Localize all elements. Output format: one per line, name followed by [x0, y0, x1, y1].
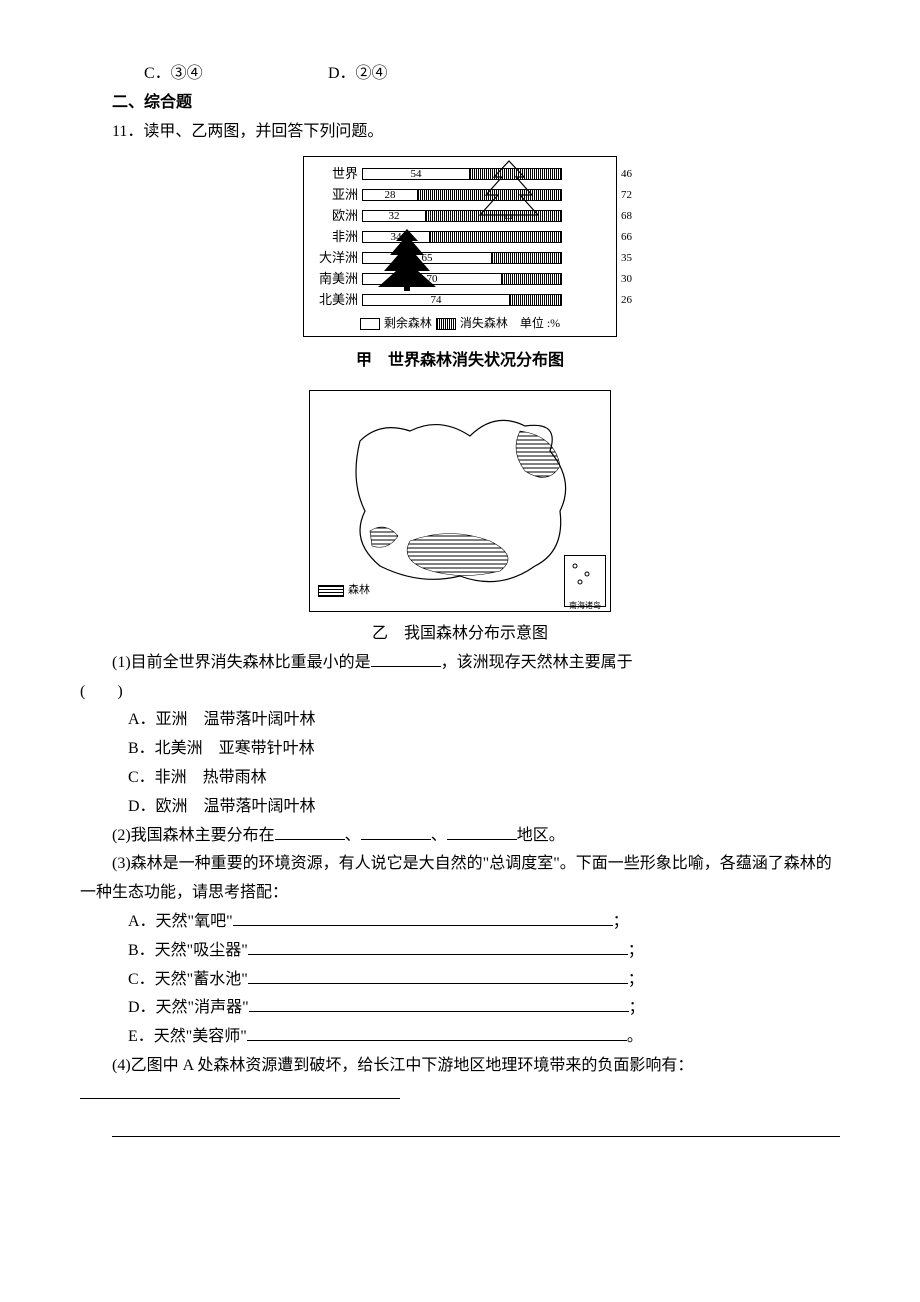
- chart-row: 北美洲7426: [310, 291, 610, 309]
- blank[interactable]: [233, 909, 613, 926]
- bar-lost: [418, 189, 562, 201]
- bar-remaining: 28: [362, 189, 418, 201]
- bar-lost: [502, 273, 562, 285]
- bar-remaining: 54: [362, 168, 470, 180]
- bar-lost: [470, 168, 562, 180]
- q3-item-b: B．天然"吸尘器"；: [80, 937, 840, 966]
- bar-lost-value: 35: [621, 251, 632, 266]
- option-row: C．③④ D．②④: [80, 60, 840, 89]
- q3-item-d: D．天然"消声器"；: [80, 994, 840, 1023]
- chart-row-label: 北美洲: [310, 291, 362, 309]
- blank[interactable]: [361, 823, 431, 840]
- q1-stem-a: (1)目前全世界消失森林比重最小的是: [112, 654, 371, 671]
- q2-tail: 地区。: [517, 827, 565, 844]
- bar-track: 6535: [362, 251, 610, 265]
- china-forest-map: 森林 南海诸岛: [309, 390, 611, 612]
- bar-track: 7426: [362, 293, 610, 307]
- bar-track: 3268: [362, 209, 610, 223]
- chart-row: 大洋洲6535: [310, 249, 610, 267]
- bar-lost: [430, 231, 562, 243]
- q1: (1)目前全世界消失森林比重最小的是 ，该洲现存天然林主要属于: [80, 649, 840, 678]
- q1-paren: ( ): [80, 678, 840, 707]
- map-legend-swatch: [318, 585, 344, 597]
- q4-stem: (4)乙图中 A 处森林资源遭到破坏，给长江中下游地区地理环境带来的负面影响有：: [80, 1052, 840, 1110]
- bar-remaining: 32: [362, 210, 426, 222]
- bar-lost-value: 30: [621, 272, 632, 287]
- bar-track: 7030: [362, 272, 610, 286]
- blank-line[interactable]: [112, 1114, 840, 1137]
- bar-lost: [492, 252, 562, 264]
- option-c: C．③④: [112, 60, 292, 89]
- blank[interactable]: [249, 995, 629, 1012]
- blank[interactable]: [371, 650, 441, 667]
- bar-track: 2872: [362, 188, 610, 202]
- blank[interactable]: [248, 938, 628, 955]
- chart-row-label: 大洋洲: [310, 249, 362, 267]
- bar-track: 5446: [362, 167, 610, 181]
- bar-lost: [510, 294, 562, 306]
- bar-lost-value: 46: [621, 167, 632, 182]
- q11-stem: 11．读甲、乙两图，并回答下列问题。: [80, 118, 840, 147]
- q1-opt-d: D．欧洲 温带落叶阔叶林: [80, 793, 840, 822]
- bar-remaining: 65: [362, 252, 492, 264]
- bar-remaining: 70: [362, 273, 502, 285]
- chart-row: 非洲3466: [310, 228, 610, 246]
- legend-swatch-remain: [360, 318, 380, 330]
- bar-remaining: 74: [362, 294, 510, 306]
- chart-row-label: 亚洲: [310, 186, 362, 204]
- map-caption: 乙 我国森林分布示意图: [80, 620, 840, 649]
- chart-row: 亚洲2872: [310, 186, 610, 204]
- chart-row-label: 南美洲: [310, 270, 362, 288]
- sep: 、: [431, 827, 447, 844]
- q3-item-e: E．天然"美容师"。: [80, 1023, 840, 1052]
- map-inset: 南海诸岛: [564, 555, 606, 607]
- section-heading: 二、综合题: [80, 89, 840, 118]
- chart-legend: 剩余森林 消失森林 单位 :%: [310, 315, 610, 332]
- chart-row-label: 世界: [310, 165, 362, 183]
- map-legend-label: 森林: [348, 581, 370, 601]
- q2-stem: (2)我国森林主要分布在: [112, 827, 275, 844]
- forest-loss-chart: 世界5446亚洲2872欧洲3268非洲3466大洋洲6535南美洲7030北美…: [303, 156, 617, 337]
- chart-row: 南美洲7030: [310, 270, 610, 288]
- q3-stem: (3)森林是一种重要的环境资源，有人说它是大自然的"总调度室"。下面一些形象比喻…: [80, 850, 840, 908]
- chart-row-label: 非洲: [310, 228, 362, 246]
- bar-lost-value: 72: [621, 188, 632, 203]
- q1-stem-b: ，该洲现存天然林主要属于: [441, 654, 633, 671]
- q4-text: (4)乙图中 A 处森林资源遭到破坏，给长江中下游地区地理环境带来的负面影响有：: [112, 1057, 693, 1074]
- blank[interactable]: [247, 1024, 627, 1041]
- bar-remaining: 34: [362, 231, 430, 243]
- chart-row: 欧洲3268: [310, 207, 610, 225]
- blank[interactable]: [275, 823, 345, 840]
- q3-d-label: D．天然"消声器": [128, 999, 249, 1016]
- q3-b-label: B．天然"吸尘器": [128, 942, 248, 959]
- bar-lost-value: 26: [621, 293, 632, 308]
- blank[interactable]: [248, 967, 628, 984]
- chart-row: 世界5446: [310, 165, 610, 183]
- q3-item-a: A．天然"氧吧"；: [80, 908, 840, 937]
- q1-opt-b: B．北美洲 亚寒带针叶林: [80, 735, 840, 764]
- option-d: D．②④: [296, 60, 476, 89]
- q3-item-c: C．天然"蓄水池"；: [80, 966, 840, 995]
- map-inset-label: 南海诸岛: [565, 599, 605, 613]
- bar-lost: [426, 210, 562, 222]
- bar-track: 3466: [362, 230, 610, 244]
- legend-swatch-lost: [436, 318, 456, 330]
- bar-lost-value: 66: [621, 230, 632, 245]
- legend-label-remain: 剩余森林: [384, 315, 432, 332]
- q3-e-label: E．天然"美容师": [128, 1028, 247, 1045]
- q3-a-label: A．天然"氧吧": [128, 913, 233, 930]
- q2: (2)我国森林主要分布在 、 、 地区。: [80, 822, 840, 851]
- sep: 、: [345, 827, 361, 844]
- blank[interactable]: [80, 1082, 400, 1099]
- bar-lost-value: 68: [621, 209, 632, 224]
- legend-unit: 单位 :%: [520, 315, 560, 332]
- q3-c-label: C．天然"蓄水池": [128, 971, 248, 988]
- q1-opt-c: C．非洲 热带雨林: [80, 764, 840, 793]
- chart-row-label: 欧洲: [310, 207, 362, 225]
- chart-caption: 甲 世界森林消失状况分布图: [80, 347, 840, 376]
- map-legend: 森林: [318, 581, 370, 601]
- blank[interactable]: [447, 823, 517, 840]
- q1-opt-a: A．亚洲 温带落叶阔叶林: [80, 706, 840, 735]
- legend-label-lost: 消失森林: [460, 315, 508, 332]
